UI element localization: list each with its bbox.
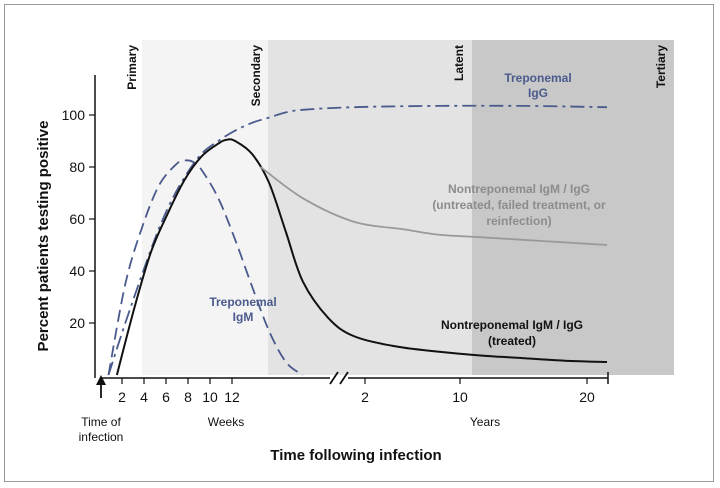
label-treponemal-igm-line2: IgM bbox=[233, 310, 254, 324]
origin-label-line2: infection bbox=[79, 430, 124, 444]
y-tick-label: 80 bbox=[69, 159, 85, 175]
band-primary bbox=[142, 40, 268, 375]
label-nontrep-treated-line1: Nontreponemal IgM / IgG bbox=[441, 318, 583, 332]
band-secondary-latent bbox=[268, 40, 472, 375]
label-treponemal-igm-line1: Treponemal bbox=[209, 295, 276, 309]
axis-break-mark-2 bbox=[339, 371, 349, 385]
label-nontrep-treated-line2: (treated) bbox=[488, 334, 536, 348]
x-tick-week-label: 2 bbox=[118, 389, 126, 405]
label-treponemal-igg-line1: Treponemal bbox=[504, 71, 571, 85]
x-unit-years: Years bbox=[470, 415, 500, 429]
x-tick-year-label: 20 bbox=[579, 389, 595, 405]
x-tick-week-label: 6 bbox=[162, 389, 170, 405]
phase-label-secondary: Secondary bbox=[249, 45, 263, 107]
infection-arrow-icon bbox=[96, 375, 106, 398]
series-line-3 bbox=[259, 166, 608, 246]
series-labels: Treponemal IgG Treponemal IgM Nontrepone… bbox=[209, 71, 606, 348]
x-tick-week-label: 10 bbox=[202, 389, 218, 405]
y-tick-label: 100 bbox=[62, 107, 86, 123]
y-tick-label: 60 bbox=[69, 211, 85, 227]
phase-bands bbox=[95, 40, 674, 375]
series-line-0 bbox=[107, 104, 608, 376]
series-lines bbox=[107, 104, 608, 376]
label-nontrep-untreated-line2: (untreated, failed treatment, or bbox=[432, 198, 606, 212]
label-treponemal-igg-line2: IgG bbox=[528, 86, 548, 100]
phase-label-tertiary: Tertiary bbox=[654, 45, 668, 88]
axis-break bbox=[329, 371, 349, 385]
x-tick-week-label: 4 bbox=[140, 389, 148, 405]
y-ticks: 20 40 60 80 100 bbox=[62, 107, 95, 331]
y-tick-label: 20 bbox=[69, 315, 85, 331]
label-nontrep-untreated-line3: reinfection) bbox=[486, 214, 551, 228]
axis-break-mark-1 bbox=[329, 371, 339, 385]
y-axis-title: Percent patients testing positive bbox=[35, 121, 52, 352]
band-tertiary bbox=[472, 40, 674, 375]
series-line-2 bbox=[115, 138, 608, 376]
x-tick-year-label: 10 bbox=[452, 389, 468, 405]
x-tick-week-label: 12 bbox=[224, 389, 240, 405]
x-tick-week-label: 8 bbox=[184, 389, 192, 405]
x-unit-weeks: Weeks bbox=[208, 415, 244, 429]
phase-label-primary: Primary bbox=[125, 45, 139, 90]
label-nontrep-untreated-line1: Nontreponemal IgM / IgG bbox=[448, 182, 590, 196]
y-tick-label: 40 bbox=[69, 263, 85, 279]
x-axis-title: Time following infection bbox=[270, 447, 441, 464]
phase-label-latent: Latent bbox=[452, 45, 466, 81]
x-ticks: 2 4 6 8 10 12 2 10 20 bbox=[118, 378, 595, 405]
x-tick-year-label: 2 bbox=[361, 389, 369, 405]
origin-label-line1: Time of bbox=[81, 415, 121, 429]
